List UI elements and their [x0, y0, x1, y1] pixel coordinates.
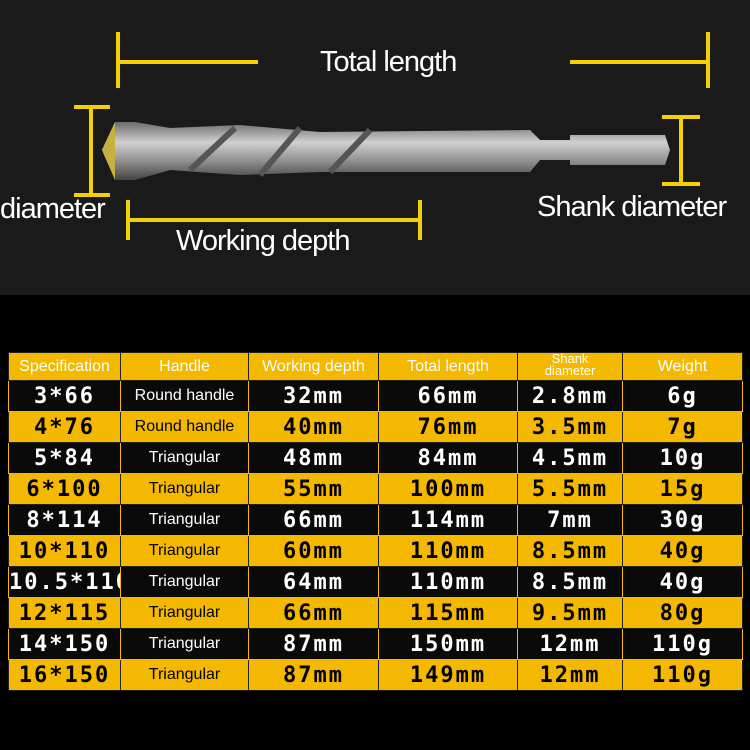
cell-handle: Triangular	[120, 566, 249, 598]
cell-shank-diameter: 7mm	[517, 504, 623, 536]
table-row: 12*115 Triangular 66mm 115mm 9.5mm 80g	[8, 597, 743, 629]
header-shank-diameter-text: Shank diameter	[544, 352, 596, 378]
cell-weight: 40g	[622, 535, 743, 567]
cell-weight: 15g	[622, 473, 743, 505]
working-depth-label: Working depth	[176, 225, 350, 257]
cell-shank-diameter: 3.5mm	[517, 411, 623, 443]
header-working-depth: Working depth	[248, 352, 379, 381]
cell-working-depth: 87mm	[248, 628, 379, 660]
cell-working-depth: 48mm	[248, 442, 379, 474]
cell-spec: 8*114	[8, 504, 121, 536]
cell-shank-diameter: 9.5mm	[517, 597, 623, 629]
cell-total-length: 76mm	[378, 411, 518, 443]
cell-working-depth: 60mm	[248, 535, 379, 567]
table-row: 10*110 Triangular 60mm 110mm 8.5mm 40g	[8, 535, 743, 567]
cell-working-depth: 55mm	[248, 473, 379, 505]
cell-handle: Triangular	[120, 473, 249, 505]
cell-working-depth: 32mm	[248, 380, 379, 412]
cell-handle: Triangular	[120, 628, 249, 660]
cell-spec: 3*66	[8, 380, 121, 412]
cell-shank-diameter: 4.5mm	[517, 442, 623, 474]
cell-total-length: 115mm	[378, 597, 518, 629]
cell-spec: 4*76	[8, 411, 121, 443]
cell-shank-diameter: 12mm	[517, 659, 623, 691]
table-row: 3*66 Round handle 32mm 66mm 2.8mm 6g	[8, 380, 743, 412]
shank-diameter-label: Shank diameter	[537, 191, 727, 223]
header-specification: Specification	[8, 352, 121, 381]
cell-handle: Triangular	[120, 442, 249, 474]
cell-total-length: 114mm	[378, 504, 518, 536]
cell-handle: Triangular	[120, 504, 249, 536]
dimension-lines	[74, 32, 710, 240]
drill-bit	[102, 122, 670, 180]
cell-shank-diameter: 8.5mm	[517, 566, 623, 598]
table-row: 14*150 Triangular 87mm 150mm 12mm 110g	[8, 628, 743, 660]
cell-total-length: 150mm	[378, 628, 518, 660]
cell-handle: Triangular	[120, 659, 249, 691]
cell-working-depth: 40mm	[248, 411, 379, 443]
cell-handle: Triangular	[120, 535, 249, 567]
cell-working-depth: 64mm	[248, 566, 379, 598]
table-row: 4*76 Round handle 40mm 76mm 3.5mm 7g	[8, 411, 743, 443]
cell-shank-diameter: 8.5mm	[517, 535, 623, 567]
cell-total-length: 110mm	[378, 566, 518, 598]
cell-total-length: 100mm	[378, 473, 518, 505]
cell-handle: Round handle	[120, 411, 249, 443]
cell-weight: 40g	[622, 566, 743, 598]
cell-handle: Triangular	[120, 597, 249, 629]
table-row: 8*114 Triangular 66mm 114mm 7mm 30g	[8, 504, 743, 536]
cell-total-length: 66mm	[378, 380, 518, 412]
cell-spec: 6*100	[8, 473, 121, 505]
cell-weight: 10g	[622, 442, 743, 474]
cell-weight: 110g	[622, 628, 743, 660]
cell-weight: 80g	[622, 597, 743, 629]
header-shank-diameter: Shank diameter	[517, 352, 623, 381]
cell-working-depth: 66mm	[248, 597, 379, 629]
total-length-label: Total length	[320, 46, 457, 78]
cell-spec: 16*150	[8, 659, 121, 691]
cell-weight: 6g	[622, 380, 743, 412]
cell-weight: 30g	[622, 504, 743, 536]
specification-table: Specification Handle Working depth Total…	[8, 352, 743, 691]
header-weight: Weight	[622, 352, 743, 381]
table-row: 6*100 Triangular 55mm 100mm 5.5mm 15g	[8, 473, 743, 505]
cell-total-length: 84mm	[378, 442, 518, 474]
drill-bit-illustration	[74, 32, 710, 240]
cell-spec: 10.5*110	[8, 566, 121, 598]
cell-working-depth: 66mm	[248, 504, 379, 536]
cell-spec: 10*110	[8, 535, 121, 567]
cell-total-length: 149mm	[378, 659, 518, 691]
table-row: 16*150 Triangular 87mm 149mm 12mm 110g	[8, 659, 743, 691]
table-row: 5*84 Triangular 48mm 84mm 4.5mm 10g	[8, 442, 743, 474]
table-header-row: Specification Handle Working depth Total…	[8, 352, 743, 381]
cell-shank-diameter: 5.5mm	[517, 473, 623, 505]
cell-shank-diameter: 12mm	[517, 628, 623, 660]
table-row: 10.5*110 Triangular 64mm 110mm 8.5mm 40g	[8, 566, 743, 598]
diameter-label: diameter	[0, 193, 106, 225]
cell-handle: Round handle	[120, 380, 249, 412]
cell-weight: 110g	[622, 659, 743, 691]
cell-weight: 7g	[622, 411, 743, 443]
cell-working-depth: 87mm	[248, 659, 379, 691]
cell-shank-diameter: 2.8mm	[517, 380, 623, 412]
cell-total-length: 110mm	[378, 535, 518, 567]
header-total-length: Total length	[378, 352, 518, 381]
cell-spec: 14*150	[8, 628, 121, 660]
cell-spec: 12*115	[8, 597, 121, 629]
cell-spec: 5*84	[8, 442, 121, 474]
header-handle: Handle	[120, 352, 249, 381]
